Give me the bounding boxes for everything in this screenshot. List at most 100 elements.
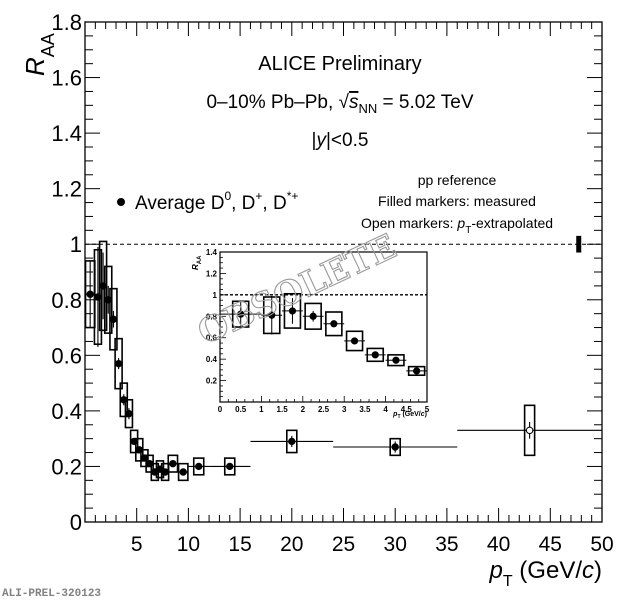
filled-marker [226, 462, 234, 471]
inset-x-tick-label: 1.5 [277, 405, 289, 414]
chart-title: ALICE Preliminary [258, 53, 421, 75]
x-title-t: T [503, 573, 513, 590]
open-markers-note: Open markers: pT-extrapolated [361, 215, 553, 236]
inset-x-tick-label: 4 [383, 405, 388, 414]
filled-markers-note: Filled markers: measured [378, 193, 536, 209]
collision-system-label: 0–10% Pb–Pb, √sNN = 5.02 TeV [206, 92, 473, 116]
inset-y-title-aa: AA [197, 255, 203, 264]
filled-marker [99, 282, 107, 290]
inset-x-tick-label: 5 [425, 405, 430, 414]
inset-x-title-t: T [397, 414, 400, 420]
energy-value: = 5.02 TeV [377, 92, 474, 113]
inset-x-tick-label: 3.5 [359, 405, 371, 414]
open-suffix: -extrapolated [471, 215, 553, 231]
y-tick-label: 1.8 [51, 10, 82, 35]
y-tick-label: 0.2 [51, 454, 82, 479]
inset-background [219, 251, 428, 403]
rapidity-bar: | [312, 130, 317, 151]
s-symbol: s [349, 92, 359, 113]
filled-marker [86, 290, 94, 298]
filled-marker [125, 409, 133, 418]
inset-y-title-r: R [191, 264, 200, 270]
y-tick-label: 1 [70, 232, 82, 257]
rapidity-y: y [314, 130, 327, 151]
filled-marker [135, 446, 143, 454]
rapidity-range: |<0.5 [326, 130, 368, 151]
filled-marker [130, 437, 138, 446]
inset-filled-marker [268, 311, 276, 319]
inset-x-title-close: ) [425, 411, 427, 418]
open-marker [525, 426, 534, 435]
x-title-c: c [582, 557, 594, 584]
legend-sup-0: 0 [224, 189, 231, 203]
inset-y-tick-label: 1 [213, 291, 218, 300]
filled-marker [109, 315, 118, 323]
inset-y-tick-label: 0.2 [206, 377, 218, 386]
y-title-r: R [20, 57, 50, 76]
filled-marker [179, 468, 187, 476]
open-p: p [456, 215, 465, 231]
inset-filled-marker [309, 312, 317, 320]
open-prefix: Open markers: [361, 215, 457, 231]
x-title-p: p [489, 557, 503, 584]
nn-subscript: NN [358, 101, 377, 116]
x-tick-label: 25 [332, 533, 355, 556]
y-axis-title: RAA [20, 33, 58, 76]
inset-filled-marker [330, 320, 338, 328]
y-tick-label: 1.6 [51, 66, 82, 91]
inset-x-tick-label: 0.5 [235, 405, 247, 414]
x-tick-label: 50 [590, 533, 613, 556]
legend-sup-plus: + [255, 189, 262, 203]
filled-marker [288, 437, 296, 446]
x-axis-title: pT (GeV/c) [489, 557, 603, 590]
preliminary-id: ALI-PREL-320123 [2, 588, 101, 600]
x-tick-label: 40 [487, 533, 510, 556]
inset-x-title-units: (GeV/ [401, 411, 421, 418]
inset-y-axis-title: RAA [191, 255, 203, 270]
inset-x-tick-label: 2 [301, 405, 306, 414]
filled-marker [391, 443, 399, 451]
inset-filled-marker [413, 367, 421, 375]
normalization-uncertainty-box [576, 235, 582, 253]
inset-x-title-c: c [421, 411, 425, 418]
inset-x-title-p: p [392, 411, 398, 418]
main-points [86, 282, 534, 476]
filled-marker [114, 359, 123, 368]
legend-sup-star: *+ [287, 189, 299, 203]
filled-marker [195, 462, 203, 471]
x-title-units-close: ) [594, 557, 602, 584]
system-prefix: 0–10% Pb–Pb, [206, 92, 338, 113]
x-tick-label: 20 [280, 533, 303, 556]
inset-y-tick-label: 0.6 [206, 334, 218, 343]
filled-marker [145, 459, 154, 468]
inset-filled-marker [288, 307, 297, 315]
y-tick-label: 1.2 [51, 177, 82, 202]
legend-text-3: , D [262, 193, 286, 214]
inset-x-tick-label: 0 [218, 405, 223, 414]
legend-marker [117, 198, 125, 206]
x-tick-label: 45 [539, 533, 562, 556]
filled-marker [161, 468, 169, 476]
inset-y-tick-label: 0.8 [206, 312, 218, 321]
inset-x-tick-label: 1 [259, 405, 264, 414]
y-tick-label: 0.8 [51, 288, 82, 313]
x-tick-label: 15 [228, 533, 251, 556]
filled-marker [169, 459, 177, 468]
x-title-units-open: (GeV/ [513, 557, 583, 584]
y-tick-label: 0.4 [51, 399, 82, 424]
x-tick-label: 10 [177, 533, 200, 556]
main-plot-area: 5 10 15 20 25 30 35 40 45 5000.20.40.60.811.21.41… [51, 10, 613, 556]
inset-filled-marker [350, 337, 359, 345]
filled-marker [140, 454, 149, 462]
inset-y-tick-label: 1.4 [206, 248, 218, 257]
filled-marker [94, 293, 102, 301]
legend-entry: Average D0, D+, D*+ [135, 189, 298, 214]
y-title-aa: AA [38, 33, 58, 57]
sqrt-symbol: √ [339, 92, 350, 113]
inset-filled-marker [392, 356, 400, 364]
filled-marker [120, 396, 128, 404]
pp-reference-label: pp reference [418, 172, 497, 188]
legend-text-1: Average D [135, 193, 224, 214]
inset-x-tick-label: 2.5 [318, 405, 330, 414]
